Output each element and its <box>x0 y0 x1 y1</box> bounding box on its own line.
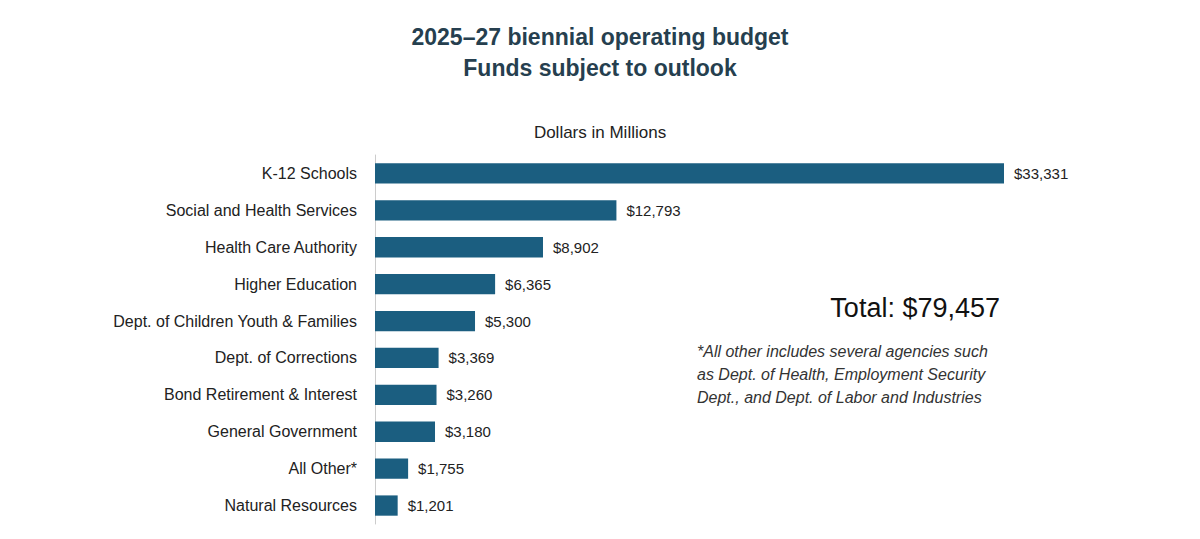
svg-text:$33,331: $33,331 <box>1014 165 1068 182</box>
svg-text:Dept., and Dept. of Labor and: Dept., and Dept. of Labor and Industries <box>697 389 982 406</box>
svg-text:Dollars in Millions: Dollars in Millions <box>534 123 666 142</box>
svg-text:K-12 Schools: K-12 Schools <box>262 165 357 182</box>
svg-text:$1,201: $1,201 <box>408 497 454 514</box>
svg-text:Total: $79,457: Total: $79,457 <box>830 293 1000 323</box>
svg-text:$3,369: $3,369 <box>449 349 495 366</box>
svg-text:Bond Retirement & Interest: Bond Retirement & Interest <box>164 386 358 403</box>
svg-text:Natural Resources: Natural Resources <box>225 497 358 514</box>
svg-text:*All other includes several ag: *All other includes several agencies suc… <box>697 343 988 360</box>
svg-text:Funds subject to outlook: Funds subject to outlook <box>463 55 737 81</box>
svg-text:$5,300: $5,300 <box>485 313 531 330</box>
svg-text:2025–27 biennial operating bud: 2025–27 biennial operating budget <box>411 24 788 50</box>
svg-text:as Dept. of Health, Employment: as Dept. of Health, Employment Security <box>697 366 986 383</box>
svg-text:$3,260: $3,260 <box>447 386 493 403</box>
svg-text:Higher Education: Higher Education <box>234 276 357 293</box>
svg-text:General Government: General Government <box>208 423 358 440</box>
svg-text:$1,755: $1,755 <box>418 460 464 477</box>
svg-text:All Other*: All Other* <box>289 460 357 477</box>
svg-text:$3,180: $3,180 <box>445 423 491 440</box>
svg-text:Dept. of Children Youth & Fami: Dept. of Children Youth & Families <box>113 313 357 330</box>
svg-text:Social and Health Services: Social and Health Services <box>166 202 357 219</box>
svg-text:$6,365: $6,365 <box>505 276 551 293</box>
svg-text:Health Care Authority: Health Care Authority <box>205 239 357 256</box>
svg-text:Dept. of Corrections: Dept. of Corrections <box>215 349 357 366</box>
svg-text:$12,793: $12,793 <box>626 202 680 219</box>
svg-text:$8,902: $8,902 <box>553 239 599 256</box>
